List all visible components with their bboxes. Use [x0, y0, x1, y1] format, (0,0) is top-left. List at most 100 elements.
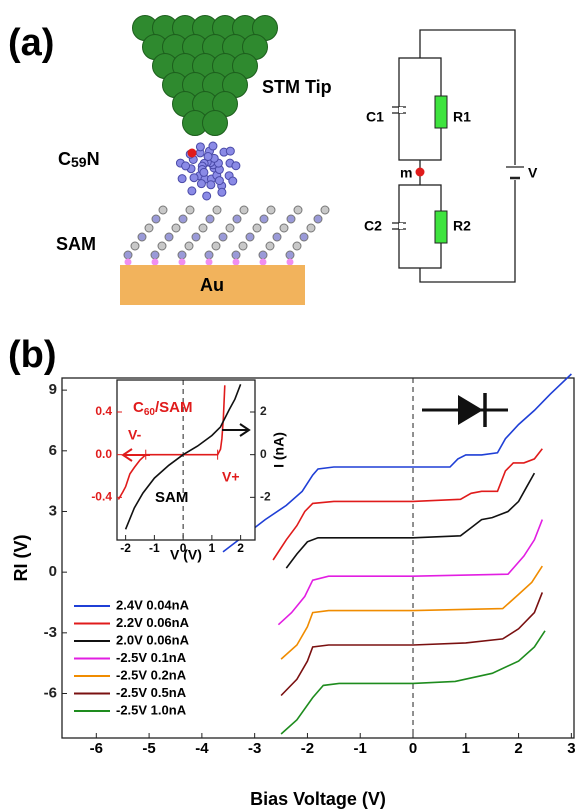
stm-tip — [133, 16, 278, 136]
y-tick-label: 9 — [49, 381, 57, 398]
chain-atom — [280, 224, 288, 232]
molecule-atom — [226, 147, 234, 155]
chain-atom — [179, 215, 187, 223]
chain-atom — [165, 233, 173, 241]
y-tick-label: 0.0 — [95, 447, 112, 461]
anchor-atom — [206, 259, 213, 266]
panel-label: (b) — [8, 334, 57, 376]
x-tick-label: -5 — [142, 740, 155, 757]
annotation: V+ — [222, 469, 240, 485]
chain-atom — [205, 251, 213, 259]
y-tick-label: 3 — [49, 502, 57, 519]
legend-label: 2.0V 0.06nA — [116, 632, 190, 647]
y-axis-label: RI (V) — [11, 534, 31, 581]
circuit-label: R1 — [453, 109, 471, 125]
resistor — [435, 96, 447, 128]
molecule-base: C — [58, 149, 71, 169]
gap — [399, 107, 403, 113]
annotation-base: C — [133, 399, 144, 416]
chain-atom — [172, 224, 180, 232]
chain-atom — [260, 215, 268, 223]
molecule-atom — [200, 168, 208, 176]
y-tick-label: -2 — [260, 490, 271, 504]
chain-atom — [192, 233, 200, 241]
molecule-atom — [188, 187, 196, 195]
molecule — [176, 142, 239, 200]
anchor-atom — [260, 259, 267, 266]
chain-atom — [219, 233, 227, 241]
molecule-atom — [215, 177, 223, 185]
chain-atom — [232, 251, 240, 259]
y-tick-label: -3 — [44, 624, 57, 641]
chain-atom — [259, 251, 267, 259]
legend-label: 2.2V 0.06nA — [116, 615, 190, 630]
molecule-atom — [229, 177, 237, 185]
chain-atom — [240, 206, 248, 214]
y-tick-label: 6 — [49, 442, 57, 459]
chain-atom — [206, 215, 214, 223]
molecule-tail: N — [87, 149, 100, 169]
y-tick-label: -0.4 — [91, 490, 112, 504]
series-annotation: C60/SAM — [133, 399, 192, 418]
molecule-atom — [207, 181, 215, 189]
figure: (a) STM Tip C59N SAM Au C1 R1 m C2 R2 V … — [0, 0, 577, 812]
y-tick-label: 2 — [260, 404, 267, 418]
anchor-atom — [287, 259, 294, 266]
x-tick-label: 1 — [462, 740, 470, 757]
x-tick-label: -4 — [195, 740, 209, 757]
x-tick-label: -2 — [120, 541, 131, 555]
substrate-label: Au — [200, 275, 224, 295]
circuit-label: C2 — [364, 218, 382, 234]
anchor-atom — [179, 259, 186, 266]
molecule-atom — [218, 188, 226, 196]
molecule-atom — [196, 143, 204, 151]
circuit-label: R2 — [453, 218, 471, 234]
chain-atom — [307, 224, 315, 232]
chain-atom — [212, 242, 220, 250]
chain-atom — [246, 233, 254, 241]
y-tick-label: 0 — [260, 447, 267, 461]
annotation-tail: /SAM — [155, 399, 193, 416]
anchor-atom — [233, 259, 240, 266]
molecule-sub: 59 — [71, 154, 87, 170]
circuit-label: C1 — [366, 109, 384, 125]
resistor — [435, 211, 447, 243]
chain-atom — [145, 224, 153, 232]
chain-atom — [186, 206, 194, 214]
chain-atom — [294, 206, 302, 214]
sam-label: SAM — [56, 234, 96, 254]
chain-atom — [199, 224, 207, 232]
legend-label: -2.5V 1.0nA — [116, 702, 187, 717]
chain-atom — [158, 242, 166, 250]
chain-atom — [226, 224, 234, 232]
chain-atom — [138, 233, 146, 241]
chain-atom — [321, 206, 329, 214]
annotation: V- — [128, 427, 142, 443]
chain-atom — [239, 242, 247, 250]
x-axis-label: V (V) — [170, 547, 202, 563]
x-tick-label: -1 — [354, 740, 367, 757]
chain-atom — [151, 251, 159, 259]
chain-atom — [152, 215, 160, 223]
chain-atom — [267, 206, 275, 214]
circuit — [392, 30, 524, 282]
chain-atom — [253, 224, 261, 232]
y-tick-label: 0 — [49, 563, 57, 580]
molecule-atom — [197, 180, 205, 188]
legend-label: -2.5V 0.5nA — [116, 685, 187, 700]
node-dot — [416, 168, 425, 177]
x-tick-label: 0 — [409, 740, 417, 757]
chain-atom — [266, 242, 274, 250]
chain-atom — [124, 251, 132, 259]
panel-label: (a) — [8, 22, 54, 64]
anchor-atom — [125, 259, 132, 266]
chain-atom — [293, 242, 301, 250]
molecule-atom — [182, 162, 190, 170]
sam-chains — [124, 206, 329, 266]
legend-label: 2.4V 0.04nA — [116, 597, 190, 612]
x-tick-label: 2 — [237, 541, 244, 555]
y2-axis-label: I (nA) — [271, 432, 287, 468]
chain-atom — [286, 251, 294, 259]
chain-atom — [213, 206, 221, 214]
